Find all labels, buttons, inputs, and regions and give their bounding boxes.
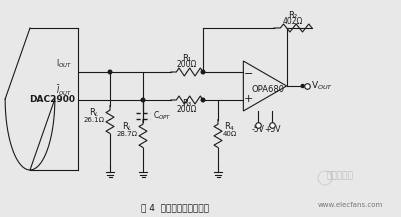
- Circle shape: [201, 70, 205, 74]
- Text: R$_L$: R$_L$: [89, 107, 99, 119]
- Text: +5V: +5V: [264, 125, 280, 134]
- Text: R₁: R₁: [182, 54, 192, 63]
- Text: 200Ω: 200Ω: [177, 105, 197, 114]
- Circle shape: [108, 70, 112, 74]
- Circle shape: [301, 84, 304, 87]
- Text: C$_{OPT}$: C$_{OPT}$: [153, 110, 172, 122]
- Text: 28.7Ω: 28.7Ω: [117, 132, 138, 138]
- Text: 26.1Ω: 26.1Ω: [83, 117, 105, 123]
- Text: OPA680: OPA680: [251, 85, 284, 94]
- Text: R₂: R₂: [288, 11, 298, 20]
- Text: R$_L$: R$_L$: [122, 120, 132, 133]
- Text: R₃: R₃: [182, 99, 192, 108]
- Text: 电子发烧友: 电子发烧友: [326, 171, 353, 180]
- Text: +: +: [244, 94, 253, 104]
- Circle shape: [141, 98, 145, 102]
- Text: 200Ω: 200Ω: [177, 60, 197, 69]
- Text: 图 4  输出处理电路原理图: 图 4 输出处理电路原理图: [141, 203, 209, 212]
- Text: 40Ω: 40Ω: [223, 132, 237, 138]
- Text: I$_{OUT}$: I$_{OUT}$: [56, 57, 72, 69]
- Text: -5V: -5V: [251, 125, 264, 134]
- Text: R$_4$: R$_4$: [224, 120, 236, 133]
- Text: V$_{OUT}$: V$_{OUT}$: [311, 80, 333, 92]
- Text: 402Ω: 402Ω: [283, 17, 303, 26]
- Text: DAC2900: DAC2900: [29, 94, 75, 104]
- Text: $\bar{I}_{OUT}$: $\bar{I}_{OUT}$: [56, 83, 72, 97]
- Text: www.elecfans.com: www.elecfans.com: [317, 202, 383, 208]
- Circle shape: [201, 98, 205, 102]
- Text: −: −: [244, 69, 253, 79]
